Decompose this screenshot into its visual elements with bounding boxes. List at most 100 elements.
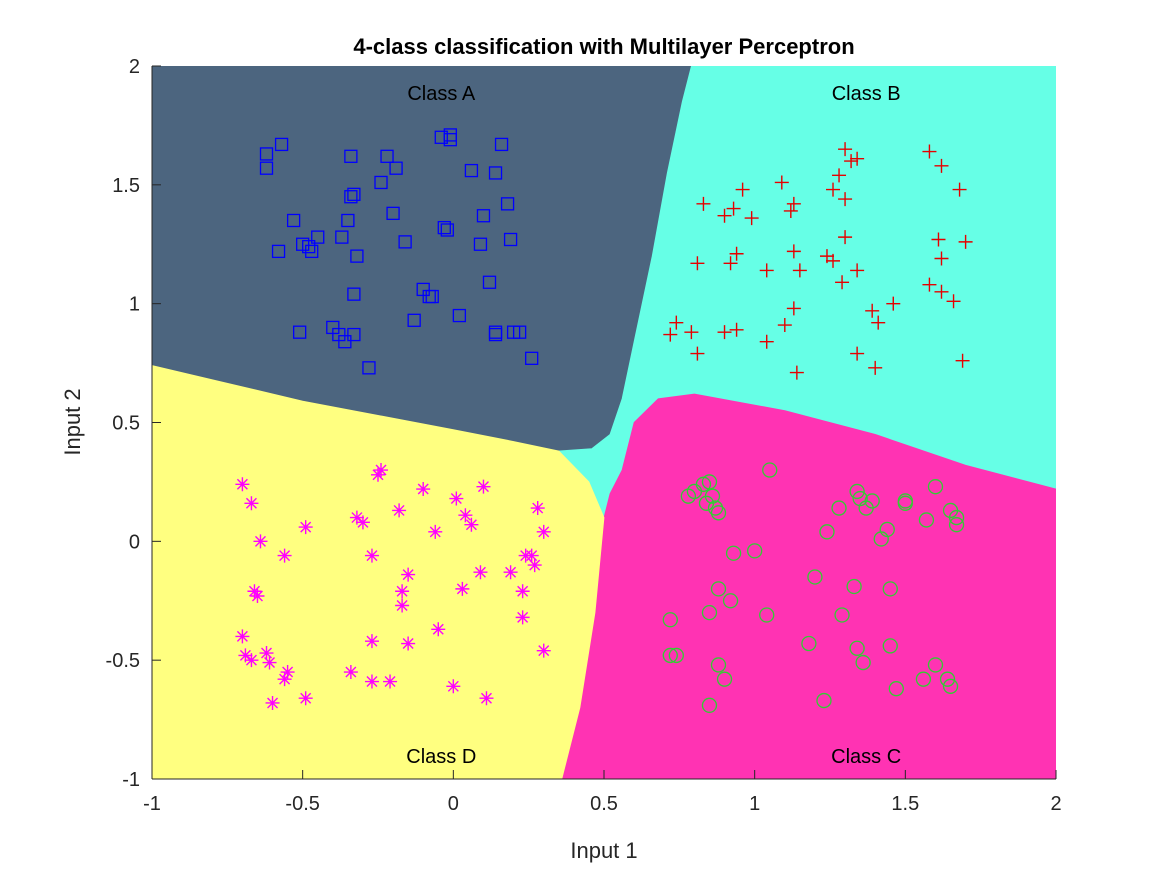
data-point [386,206,400,221]
data-point [344,149,358,163]
data-point [762,462,778,478]
data-point [786,196,801,211]
data-point [512,325,527,339]
data-point [401,567,416,582]
y-axis-label: Input 2 [60,388,85,455]
x-tick-label: 2 [1050,793,1061,815]
data-point [293,325,307,339]
data-point [783,203,798,218]
data-point [927,479,944,495]
chart-title: 4-class classification with Multilayer P… [353,34,854,59]
data-point [347,287,361,301]
series-class-d [235,463,551,710]
data-point [395,598,410,613]
data-point [948,509,965,526]
data-point [846,578,862,595]
data-point [871,315,886,330]
data-point [380,149,394,163]
data-point [482,275,497,289]
data-point [834,607,850,623]
data-point [277,672,292,687]
data-point [355,515,370,530]
data-point [696,196,711,211]
data-point [349,510,364,525]
region-label: Class B [832,83,901,105]
data-point [850,151,865,166]
region-label: Class C [831,746,901,768]
data-point [662,612,678,628]
data-point [277,548,292,563]
x-tick-label: 1 [749,793,760,815]
data-point [536,643,551,658]
data-point [680,488,697,504]
series-class-b [663,142,973,380]
data-point [759,334,774,349]
x-tick-label: 1.5 [891,793,919,815]
data-point [835,275,850,290]
data-point [942,678,959,694]
region-labels: Class A Class B Class C Class D [406,83,901,768]
data-point [918,512,935,528]
data-point [882,638,898,654]
data-point [801,635,817,652]
data-point [850,263,865,278]
data-point [350,249,364,263]
data-point [844,154,859,169]
data-point [464,163,479,178]
data-point [392,503,407,518]
data-point [343,665,358,680]
data-point [922,277,937,292]
axes: -1 -0.5 0 0.5 1 1.5 2 -1 -0.5 0 0.5 1 1.5 2 [106,56,1062,815]
data-point [383,674,398,689]
data-point [247,584,262,599]
y-tick-label: 1 [129,294,140,316]
data-points [235,128,973,713]
data-point [449,491,464,506]
data-point [831,500,847,516]
data-point [955,353,970,368]
data-point [934,158,949,173]
data-point [716,671,733,687]
data-point [347,187,361,201]
data-point [515,610,530,625]
data-point [717,325,732,340]
data-point [259,646,274,661]
data-point [958,234,973,249]
data-point [838,142,853,157]
y-tick-label: -0.5 [106,650,140,672]
data-point [668,647,684,664]
data-point [500,197,515,211]
data-point [286,213,301,228]
data-point [374,463,389,478]
data-point [865,303,880,318]
data-point [855,654,871,671]
data-point [868,360,883,375]
data-point [443,128,457,142]
data-point [729,246,744,261]
data-point [431,622,446,637]
data-point [858,500,874,516]
data-point [428,524,443,539]
data-point [886,296,901,311]
data-point [238,648,253,663]
data-point [536,524,551,539]
data-point [446,679,461,694]
data-point [939,671,956,687]
data-point [927,657,944,673]
data-point [789,365,804,380]
data-point [259,161,274,175]
data-point [934,284,949,299]
data-point [305,244,319,259]
data-point [786,301,801,316]
data-point [437,220,451,235]
data-point [503,565,518,580]
data-point [525,351,539,365]
data-point [690,256,705,271]
data-point [494,137,509,152]
data-point [416,482,431,497]
y-tick-label: 2 [129,56,140,78]
data-point [725,545,742,561]
data-point [774,175,789,190]
x-tick-label: -1 [143,793,161,815]
data-point [747,543,763,559]
